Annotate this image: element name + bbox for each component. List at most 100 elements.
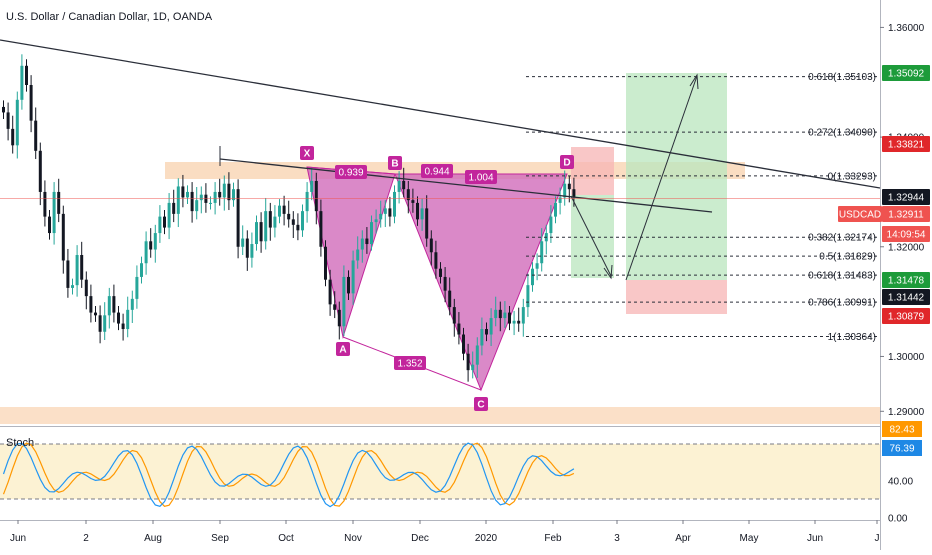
long-arrow[interactable]	[625, 75, 698, 281]
candle[interactable]	[328, 279, 332, 305]
candle[interactable]	[572, 189, 576, 197]
candle[interactable]	[347, 276, 350, 294]
candle[interactable]	[25, 65, 28, 85]
candle[interactable]	[130, 298, 134, 310]
long-stop-zone[interactable]	[626, 280, 727, 314]
candle[interactable]	[406, 189, 410, 201]
candle[interactable]	[126, 309, 130, 330]
price-axis[interactable]: 1.360001.340001.320001.300001.290001.350…	[838, 23, 930, 418]
candle[interactable]	[209, 202, 212, 204]
candle[interactable]	[452, 307, 456, 324]
candle[interactable]	[517, 320, 521, 324]
candle[interactable]	[402, 180, 406, 190]
candle[interactable]	[241, 238, 245, 247]
pattern-ratio-badge[interactable]	[465, 170, 497, 184]
stoch-axis[interactable]: 40.00 0.00 82.43 76.39	[882, 421, 922, 525]
candle[interactable]	[75, 255, 79, 286]
candle[interactable]	[20, 65, 24, 100]
trendline-main[interactable]	[0, 39, 881, 189]
candle[interactable]	[149, 241, 153, 250]
candle[interactable]	[337, 309, 341, 327]
pattern-ratio-badge[interactable]	[394, 356, 426, 370]
candle[interactable]	[98, 315, 102, 332]
candle[interactable]	[531, 268, 534, 286]
candle[interactable]	[103, 315, 107, 332]
candle[interactable]	[80, 255, 84, 280]
pattern-ratio-badge[interactable]	[421, 164, 453, 178]
short-arrow[interactable]	[570, 195, 612, 277]
candle[interactable]	[144, 241, 148, 264]
candle[interactable]	[163, 216, 166, 228]
candle[interactable]	[351, 260, 355, 294]
candle[interactable]	[494, 309, 498, 319]
candle[interactable]	[508, 312, 511, 324]
candle[interactable]	[2, 106, 5, 113]
candle[interactable]	[554, 202, 557, 217]
trendline-inner[interactable]	[219, 158, 713, 213]
candle[interactable]	[370, 222, 373, 245]
candle[interactable]	[140, 263, 143, 277]
candle[interactable]	[296, 224, 300, 231]
candle[interactable]	[121, 323, 125, 330]
pattern-point-c[interactable]	[474, 397, 488, 411]
candle[interactable]	[6, 112, 10, 129]
candle[interactable]	[273, 216, 277, 228]
candle[interactable]	[383, 208, 387, 214]
candle[interactable]	[264, 211, 268, 242]
candle[interactable]	[282, 205, 286, 214]
candle[interactable]	[43, 191, 47, 217]
candle[interactable]	[310, 180, 314, 192]
stoch-indicator[interactable]: Stoch	[0, 437, 880, 508]
candle[interactable]	[287, 213, 291, 220]
candle[interactable]	[471, 364, 475, 371]
candle[interactable]	[305, 191, 309, 212]
candle[interactable]	[117, 312, 120, 324]
candle[interactable]	[190, 191, 194, 212]
candle[interactable]	[521, 307, 525, 324]
candle[interactable]	[333, 304, 337, 310]
pattern-point-d[interactable]	[560, 155, 574, 169]
candle[interactable]	[172, 202, 176, 214]
candle[interactable]	[11, 128, 15, 146]
candle[interactable]	[301, 211, 304, 231]
candle[interactable]	[89, 296, 93, 313]
candle[interactable]	[324, 246, 327, 280]
candle[interactable]	[112, 296, 116, 313]
candle[interactable]	[365, 238, 369, 245]
candle[interactable]	[512, 320, 516, 324]
candle[interactable]	[393, 191, 396, 217]
time-axis[interactable]: Jun 2 Aug Sep Oct Nov Dec 2020 Feb 3 Apr May Jun J	[10, 520, 880, 544]
candle[interactable]	[135, 276, 139, 299]
candle[interactable]	[319, 211, 323, 247]
candle[interactable]	[195, 200, 199, 212]
candle[interactable]	[57, 191, 61, 214]
pattern-point-b[interactable]	[388, 156, 402, 170]
candle[interactable]	[153, 233, 157, 250]
candle[interactable]	[222, 183, 226, 198]
candle[interactable]	[480, 329, 484, 346]
candle[interactable]	[48, 216, 51, 234]
candle[interactable]	[558, 197, 562, 203]
candle[interactable]	[443, 276, 447, 291]
candle[interactable]	[526, 285, 530, 308]
candle[interactable]	[475, 345, 479, 365]
candle[interactable]	[379, 213, 383, 220]
candle[interactable]	[227, 183, 231, 201]
candle[interactable]	[489, 318, 493, 335]
candle[interactable]	[434, 252, 438, 269]
candle[interactable]	[278, 205, 281, 217]
candle[interactable]	[268, 211, 272, 228]
candle[interactable]	[466, 353, 470, 371]
pattern-point-a[interactable]	[336, 342, 350, 356]
candle[interactable]	[34, 120, 38, 151]
candle[interactable]	[291, 219, 295, 225]
candle[interactable]	[342, 276, 346, 327]
support-zone[interactable]	[0, 407, 880, 424]
candle[interactable]	[167, 202, 171, 228]
candle[interactable]	[439, 268, 442, 277]
candle[interactable]	[425, 208, 429, 239]
candle[interactable]	[176, 186, 180, 214]
candle[interactable]	[38, 150, 42, 192]
candle[interactable]	[15, 99, 19, 146]
